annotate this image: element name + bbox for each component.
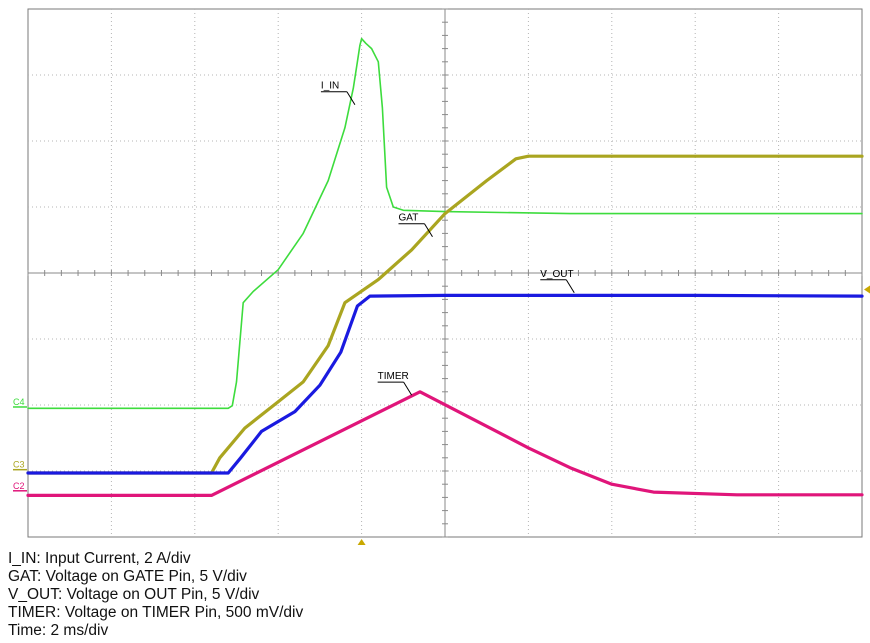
trace-v-out	[26, 293, 864, 475]
annotation-v-out: V_OUT	[540, 269, 573, 280]
traces	[26, 37, 864, 497]
annotation-leader	[403, 381, 413, 396]
trace-gat	[26, 154, 864, 475]
caption-line-v-out: V_OUT: Voltage on OUT Pin, 5 V/div	[8, 586, 260, 603]
channel-label-c2: C2	[13, 481, 25, 491]
annotation-timer: TIMER	[378, 371, 409, 382]
annotation-leader	[346, 91, 356, 105]
channel-label-c4: C4	[13, 397, 25, 407]
trigger-position-marker	[357, 539, 366, 545]
caption-line-gat: GAT: Voltage on GATE Pin, 5 V/div	[8, 568, 247, 585]
annotation-leader	[565, 279, 575, 294]
caption-line-i-in: I_IN: Input Current, 2 A/div	[8, 550, 191, 567]
markers: C4 C3 C2	[13, 285, 870, 545]
caption-line-time: Time: 2 ms/div	[8, 622, 109, 639]
annotation-i-in: I_IN	[321, 81, 339, 92]
annotation-gat: GAT	[398, 213, 418, 224]
annotation-leader	[424, 223, 433, 237]
trace-timer	[26, 390, 864, 497]
trace-annotations: I_IN GAT V_OUT TIMER	[320, 81, 575, 396]
trace-i-in	[27, 37, 863, 410]
trigger-level-marker	[864, 285, 870, 294]
caption-line-timer: TIMER: Voltage on TIMER Pin, 500 mV/div	[8, 604, 304, 621]
caption: I_IN: Input Current, 2 A/div GAT: Voltag…	[8, 550, 303, 640]
channel-label-c3: C3	[13, 460, 25, 470]
oscilloscope-plot: I_IN GAT V_OUT TIMER C4 C3 C2	[13, 8, 870, 545]
